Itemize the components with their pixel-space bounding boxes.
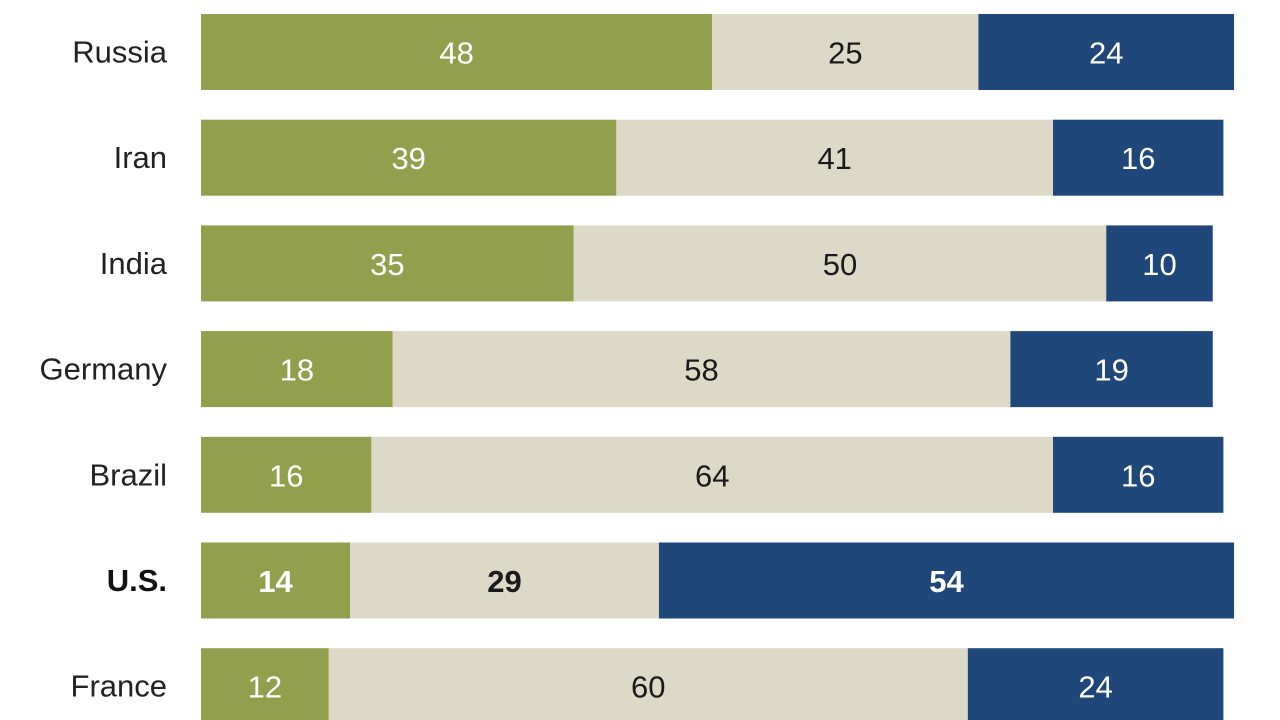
value-label-iran-1: 39: [391, 141, 425, 176]
category-label-brazil: Brazil: [89, 457, 167, 492]
category-label-russia: Russia: [72, 35, 168, 70]
bar-segment-france-3: [967, 648, 1224, 720]
value-label-germany-1: 18: [280, 353, 314, 388]
value-label-france-2: 60: [631, 670, 665, 705]
value-label-india-1: 35: [370, 247, 404, 282]
value-label-france-1: 12: [248, 670, 282, 705]
value-label-iran-3: 16: [1121, 141, 1155, 176]
category-label-india: India: [100, 246, 168, 281]
bar-segment-u-s-2: [350, 542, 659, 619]
category-label-germany: Germany: [40, 352, 168, 387]
value-label-india-3: 10: [1142, 247, 1176, 282]
bar-segment-iran-1: [201, 119, 617, 196]
bar-segment-u-s-1: [201, 542, 351, 619]
value-label-u-s-3: 54: [929, 564, 964, 599]
value-labels: 48 25 24 39 41 16 35 50 10 18 58 19 16 64 16 14 29 54 12 60…: [248, 36, 1177, 705]
bar-segment-india-2: [573, 225, 1107, 302]
bars: [201, 14, 1235, 720]
category-label-iran: Iran: [114, 140, 167, 175]
value-label-iran-2: 41: [817, 141, 851, 176]
bar-segment-france-2: [328, 648, 968, 720]
bar-segment-russia-2: [712, 14, 979, 90]
category-label-france: France: [71, 669, 167, 704]
bar-segment-iran-3: [1053, 119, 1224, 196]
value-label-india-2: 50: [823, 247, 857, 282]
value-label-u-s-2: 29: [487, 564, 521, 599]
value-label-russia-2: 25: [828, 36, 862, 71]
value-label-germany-3: 19: [1094, 353, 1128, 388]
bar-segment-germany-2: [392, 331, 1011, 408]
bar-segment-russia-1: [201, 14, 713, 90]
value-label-russia-1: 48: [439, 36, 473, 71]
value-label-u-s-1: 14: [258, 564, 293, 599]
category-labels: Russia Iran India Germany Brazil U.S. France: [40, 35, 168, 704]
value-label-germany-2: 58: [684, 353, 718, 388]
bar-segment-iran-2: [616, 119, 1053, 196]
value-label-brazil-3: 16: [1121, 458, 1155, 493]
bar-segment-india-1: [201, 225, 574, 302]
bar-segment-india-3: [1106, 225, 1213, 302]
bar-segment-u-s-3: [658, 542, 1235, 619]
value-label-brazil-1: 16: [269, 458, 303, 493]
category-label-u-s: U.S.: [107, 563, 167, 598]
value-label-brazil-2: 64: [695, 458, 729, 493]
value-label-france-3: 24: [1078, 670, 1112, 705]
value-label-russia-3: 24: [1089, 36, 1123, 71]
bar-segment-germany-1: [201, 331, 393, 408]
bar-segment-brazil-2: [371, 436, 1053, 513]
bar-segment-germany-3: [1010, 331, 1213, 408]
bar-segment-brazil-3: [1053, 436, 1224, 513]
bar-segment-russia-3: [978, 14, 1235, 90]
bar-segment-france-1: [201, 648, 329, 720]
bar-segment-brazil-1: [201, 436, 372, 513]
